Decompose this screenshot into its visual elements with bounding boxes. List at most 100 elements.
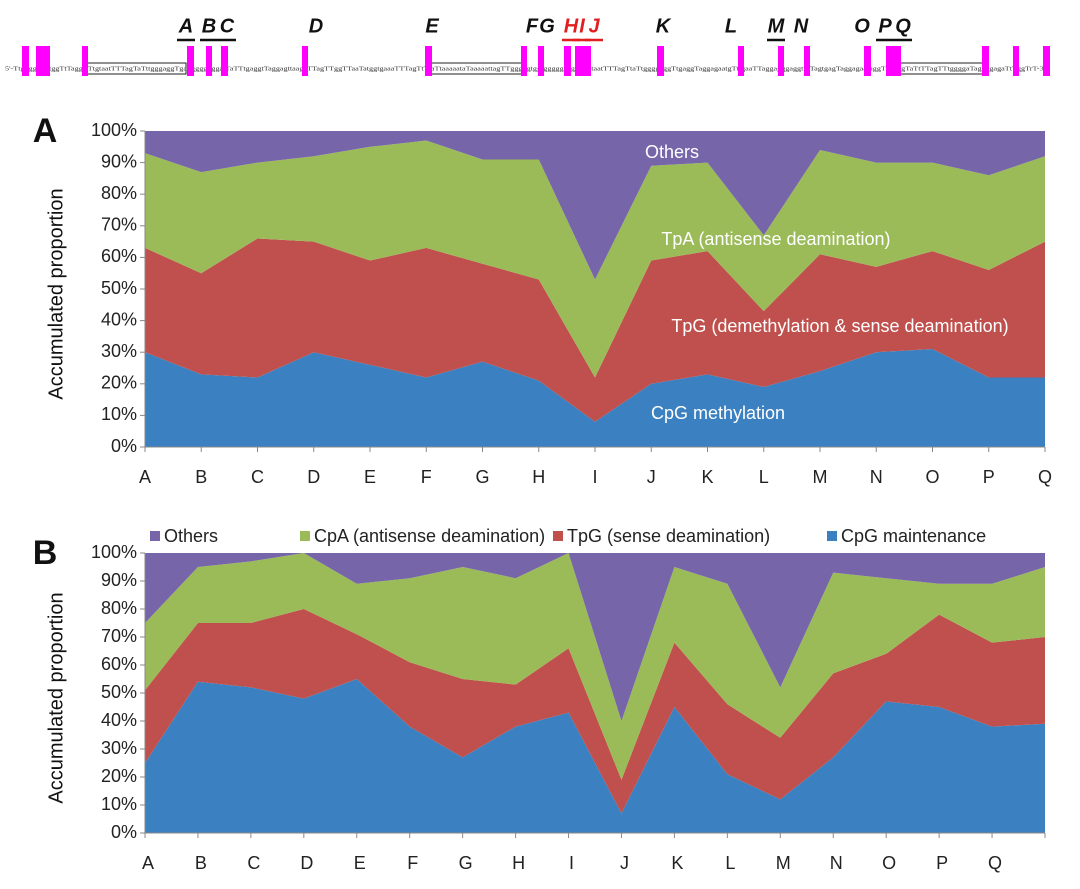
- x-tick-label: A: [142, 853, 154, 873]
- area: [145, 140, 1045, 378]
- y-tick-label: 50%: [101, 682, 137, 702]
- y-tick-label: 50%: [101, 278, 137, 298]
- x-tick-label: L: [725, 853, 735, 873]
- cpg-site: [221, 46, 228, 76]
- y-tick-label: 90%: [101, 570, 137, 590]
- x-tick-label: Q: [988, 853, 1002, 873]
- series-label: TpA (antisense deamination): [661, 229, 890, 249]
- site-letter: H: [564, 15, 579, 37]
- site-letter: F: [526, 15, 539, 37]
- site-letter: K: [656, 15, 672, 37]
- legend-label: TpG (sense deamination): [567, 526, 770, 546]
- y-tick-label: 30%: [101, 341, 137, 361]
- site-letter: A: [178, 15, 193, 37]
- series-label: Others: [645, 142, 699, 162]
- cpg-site: [778, 46, 784, 76]
- legend-label: CpA (antisense deamination): [314, 526, 545, 546]
- x-tick-label: L: [759, 467, 769, 487]
- cpg-site: [22, 46, 29, 76]
- x-tick-label: H: [512, 853, 525, 873]
- cpg-site: [425, 46, 432, 76]
- x-tick-label: B: [195, 467, 207, 487]
- x-tick-label: P: [983, 467, 995, 487]
- x-tick-label: Q: [1038, 467, 1052, 487]
- x-tick-label: A: [139, 467, 151, 487]
- cpg-site: [564, 46, 571, 76]
- panel-label: A: [33, 112, 58, 150]
- series-label: CpG methylation: [651, 403, 785, 423]
- y-tick-label: 40%: [101, 710, 137, 730]
- area: [145, 131, 1045, 280]
- x-tick-label: C: [247, 853, 260, 873]
- legend-swatch: [553, 531, 563, 541]
- y-tick-label: 60%: [101, 246, 137, 266]
- x-tick-label: K: [671, 853, 683, 873]
- site-letter: Q: [895, 15, 911, 37]
- legend-swatch: [827, 531, 837, 541]
- y-tick-label: 80%: [101, 183, 137, 203]
- cpg-site: [575, 46, 591, 76]
- x-tick-label: N: [830, 853, 843, 873]
- x-tick-label: O: [925, 467, 939, 487]
- cpg-site: [206, 46, 212, 76]
- y-tick-label: 30%: [101, 738, 137, 758]
- site-letter: G: [539, 15, 555, 37]
- y-axis-title: Accumulated proportion: [45, 592, 67, 803]
- legend-swatch: [300, 531, 310, 541]
- x-tick-label: M: [776, 853, 791, 873]
- site-letter: D: [309, 15, 323, 37]
- cpg-site: [864, 46, 871, 76]
- x-tick-label: G: [459, 853, 473, 873]
- x-tick-label: D: [307, 467, 320, 487]
- cpg-site: [738, 46, 744, 76]
- site-letter: C: [220, 15, 235, 37]
- y-tick-label: 40%: [101, 309, 137, 329]
- x-tick-label: H: [532, 467, 545, 487]
- site-letter: B: [202, 15, 216, 37]
- area: [145, 238, 1045, 422]
- cpg-site: [804, 46, 810, 76]
- x-tick-label: I: [569, 853, 574, 873]
- x-tick-label: E: [364, 467, 376, 487]
- series-label: TpG (demethylation & sense deamination): [671, 316, 1008, 336]
- cpg-site: [886, 46, 901, 76]
- site-letter: I: [579, 15, 585, 37]
- cpg-site: [521, 46, 527, 76]
- area: [145, 609, 1045, 814]
- site-letter: P: [878, 15, 892, 37]
- legend-label: Others: [164, 526, 218, 546]
- area: [145, 679, 1045, 833]
- sequence-map: 5'-TtgggggggtggTtTaggTTtgtaatTTTagTaTttg…: [5, 15, 1050, 76]
- site-letter: M: [768, 15, 786, 37]
- y-tick-label: 0%: [111, 822, 137, 842]
- cpg-site: [36, 46, 50, 76]
- x-tick-label: B: [195, 853, 207, 873]
- y-tick-label: 80%: [101, 598, 137, 618]
- area: [145, 553, 1045, 780]
- x-tick-label: F: [421, 467, 432, 487]
- legend-swatch: [150, 531, 160, 541]
- x-tick-label: D: [300, 853, 313, 873]
- cpg-site: [657, 46, 664, 76]
- x-tick-label: K: [701, 467, 713, 487]
- panel-label: B: [33, 534, 58, 572]
- x-tick-label: G: [475, 467, 489, 487]
- site-letter: O: [854, 15, 870, 37]
- cpg-site: [187, 46, 194, 76]
- cpg-site: [1043, 46, 1050, 76]
- site-letter: L: [725, 15, 737, 37]
- y-tick-label: 10%: [101, 404, 137, 424]
- area: [145, 553, 1045, 721]
- cpg-site: [982, 46, 989, 76]
- x-tick-label: E: [354, 853, 366, 873]
- y-tick-label: 90%: [101, 151, 137, 171]
- y-tick-label: 20%: [101, 373, 137, 393]
- x-tick-label: I: [592, 467, 597, 487]
- cpg-site: [538, 46, 544, 76]
- cpg-site: [1013, 46, 1019, 76]
- site-letter: N: [794, 15, 809, 37]
- y-tick-label: 0%: [111, 436, 137, 456]
- x-tick-label: O: [882, 853, 896, 873]
- cpg-site: [82, 46, 88, 76]
